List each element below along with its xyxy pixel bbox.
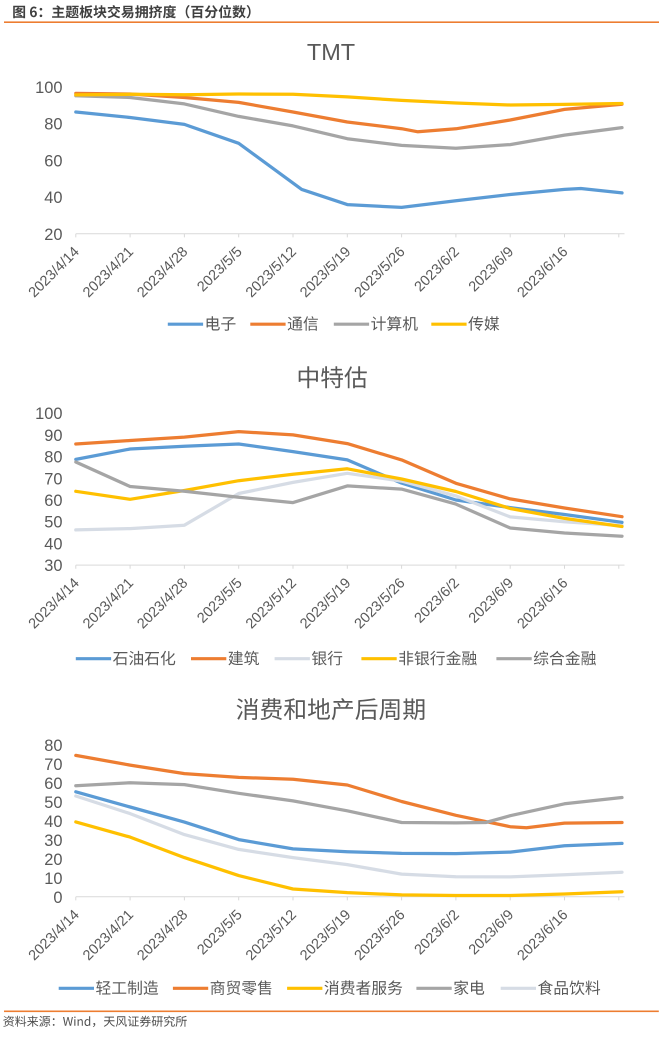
svg-text:90: 90 — [44, 427, 62, 445]
svg-text:60: 60 — [44, 152, 62, 170]
svg-text:50: 50 — [44, 514, 62, 532]
svg-text:0: 0 — [53, 889, 62, 907]
svg-text:TMT: TMT — [307, 39, 355, 65]
svg-text:60: 60 — [44, 775, 62, 793]
svg-text:70: 70 — [44, 470, 62, 488]
svg-text:80: 80 — [44, 116, 62, 134]
svg-text:40: 40 — [44, 535, 62, 553]
svg-text:20: 20 — [44, 851, 62, 869]
svg-text:20: 20 — [44, 226, 62, 244]
svg-text:70: 70 — [44, 756, 62, 774]
svg-text:40: 40 — [44, 813, 62, 831]
svg-text:80: 80 — [44, 737, 62, 755]
svg-text:30: 30 — [44, 832, 62, 850]
svg-text:60: 60 — [44, 492, 62, 510]
svg-text:10: 10 — [44, 870, 62, 888]
svg-text:50: 50 — [44, 794, 62, 812]
svg-text:100: 100 — [35, 79, 62, 97]
svg-text:40: 40 — [44, 189, 62, 207]
svg-text:30: 30 — [44, 557, 62, 575]
svg-text:100: 100 — [35, 405, 62, 423]
svg-text:80: 80 — [44, 449, 62, 467]
